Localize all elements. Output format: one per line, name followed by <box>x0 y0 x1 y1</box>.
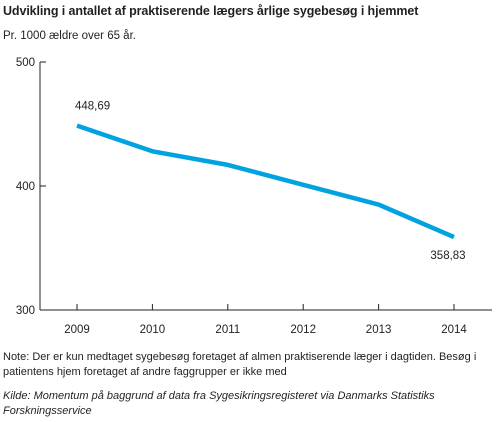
x-tick-label: 2009 <box>64 324 90 336</box>
series-line <box>76 123 455 240</box>
x-tick-label: 2012 <box>290 324 316 336</box>
x-tick-label: 2013 <box>366 324 392 336</box>
chart-subtitle: Pr. 1000 ældre over 65 år. <box>3 30 136 42</box>
line-chart: 300 400 500 2009 2010 2011 2012 2013 2014 448,69 3… <box>16 57 492 336</box>
y-tick-label: 500 <box>16 57 35 69</box>
data-label: 448,69 <box>75 101 110 113</box>
chart-source: Kilde: Momentum på baggrund af data fra … <box>3 390 435 417</box>
y-tick-label: 400 <box>16 181 35 193</box>
chart-note: Note: Der er kun medtaget sygebesøg fore… <box>3 351 477 378</box>
x-tick-label: 2011 <box>215 324 240 336</box>
data-label: 358,83 <box>430 250 465 262</box>
y-tick-label: 300 <box>16 305 35 317</box>
x-tick-label: 2010 <box>140 324 166 336</box>
chart-title: Udvikling i antallet af praktiserende læ… <box>3 4 419 18</box>
x-tick-label: 2014 <box>441 324 467 336</box>
